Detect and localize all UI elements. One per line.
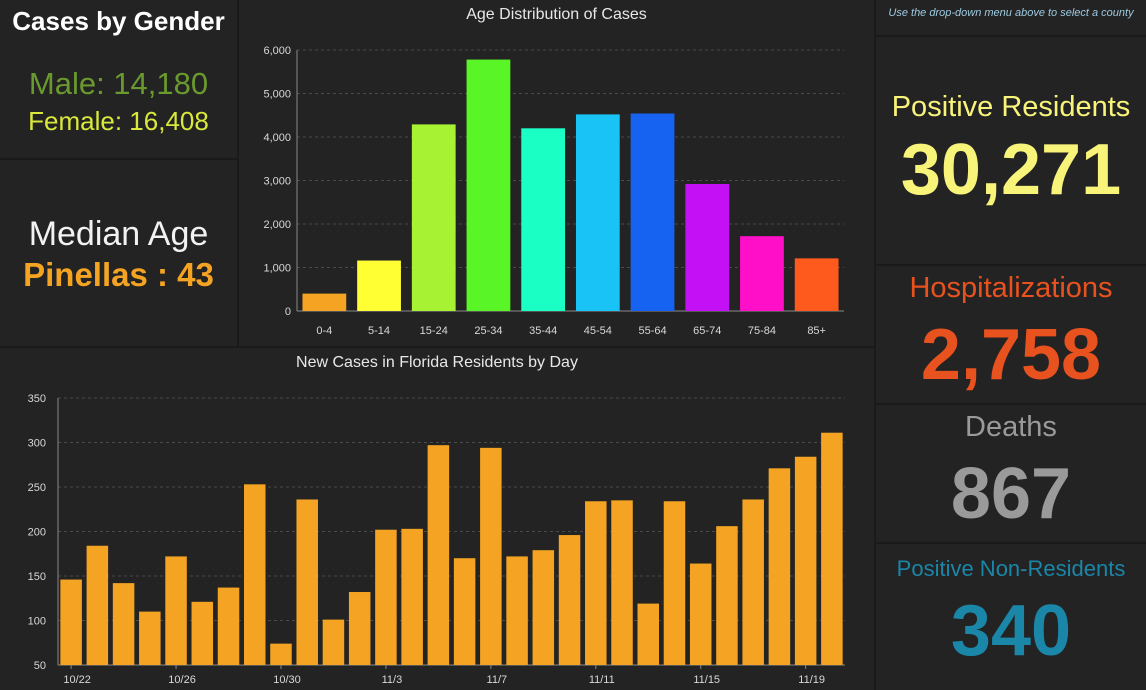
age-bar	[411, 124, 456, 311]
daily-bar	[506, 556, 528, 665]
age-x-tick-label: 35-44	[529, 325, 557, 337]
daily-cases-chart: 50 100 150 200 250 300 350 10/22 10/26 10/30 11/3 1…	[28, 393, 845, 686]
hospitalizations-panel: Hospitalizations 2,758	[876, 266, 1146, 403]
daily-cases-panel: New Cases in Florida Residents by Day 50…	[0, 348, 874, 690]
daily-bar	[794, 456, 817, 665]
female-count: Female: 16,408	[28, 106, 209, 136]
median-age-panel: Median Age Pinellas : 43	[0, 160, 237, 346]
non-residents-panel: Positive Non-Residents 340	[876, 544, 1146, 690]
daily-x-tick-label: 10/26	[168, 674, 196, 686]
daily-y-tick-label: 50	[34, 660, 46, 672]
daily-bar	[716, 526, 738, 665]
daily-bar	[60, 579, 82, 665]
age-bar	[575, 114, 620, 311]
county-hint-text: Use the drop-down menu above to select a…	[888, 7, 1134, 19]
daily-bar	[532, 550, 555, 665]
deaths-panel: Deaths 867	[876, 405, 1146, 542]
daily-y-tick-label: 300	[28, 438, 46, 450]
daily-bar	[585, 501, 607, 665]
age-bar	[685, 183, 730, 311]
hospitalizations-label: Hospitalizations	[909, 272, 1113, 304]
age-x-tick-label: 75-84	[748, 325, 776, 337]
daily-bar	[480, 447, 502, 665]
age-x-tick-label: 65-74	[693, 325, 721, 337]
daily-bar	[611, 500, 633, 665]
daily-bar	[375, 529, 397, 665]
age-x-tick-label: 45-54	[584, 325, 612, 337]
age-chart-title: Age Distribution of Cases	[466, 6, 647, 23]
daily-y-tick-label: 250	[28, 482, 46, 494]
daily-bar	[296, 499, 318, 665]
daily-x-tick-label: 11/7	[487, 674, 508, 686]
age-x-tick-label: 15-24	[420, 325, 448, 337]
age-bar	[630, 113, 675, 311]
age-y-tick-label: 2,000	[263, 219, 291, 231]
age-distribution-panel: Age Distribution of Cases 0 1,000 2,000 3,0…	[239, 0, 874, 346]
daily-bar	[112, 583, 135, 665]
age-bar	[466, 59, 511, 311]
deaths-value: 867	[950, 454, 1072, 534]
positive-residents-panel: Positive Residents 30,271	[876, 37, 1146, 264]
daily-bar	[217, 587, 240, 665]
median-age-value: Pinellas : 43	[23, 256, 214, 293]
daily-x-tick-label: 11/15	[693, 674, 720, 686]
gender-panel: Cases by Gender Male: 14,180 Female: 16,…	[0, 0, 237, 158]
age-distribution-chart: 0 1,000 2,000 3,000 4,000 5,000 6,000 0-4 5-14 15…	[263, 45, 844, 337]
daily-bar	[742, 499, 764, 665]
age-y-tick-label: 0	[285, 306, 291, 318]
daily-y-tick-label: 350	[28, 393, 46, 405]
hospitalizations-value: 2,758	[920, 315, 1102, 395]
non-residents-value: 340	[950, 591, 1072, 671]
age-y-tick-label: 1,000	[263, 263, 291, 275]
county-hint-panel: Use the drop-down menu above to select a…	[876, 0, 1146, 35]
daily-x-tick-label: 10/22	[63, 674, 91, 686]
daily-bar	[427, 445, 450, 665]
male-count: Male: 14,180	[28, 66, 209, 101]
daily-x-tick-label: 11/3	[382, 674, 403, 686]
daily-bar	[453, 558, 476, 665]
daily-bar	[165, 556, 187, 665]
daily-y-tick-label: 150	[28, 571, 46, 583]
age-bar	[740, 236, 784, 311]
age-x-tick-label: 0-4	[316, 325, 332, 337]
positive-residents-value: 30,271	[900, 130, 1122, 210]
deaths-label: Deaths	[965, 411, 1057, 443]
daily-bar	[139, 611, 161, 665]
positive-residents-label: Positive Residents	[891, 91, 1131, 123]
age-y-tick-label: 3,000	[263, 176, 291, 188]
age-y-tick-label: 6,000	[263, 45, 291, 57]
median-age-label: Median Age	[28, 215, 209, 253]
age-x-tick-label: 55-64	[638, 325, 666, 337]
daily-bar	[191, 601, 214, 665]
daily-bar	[348, 592, 371, 665]
daily-x-tick-label: 10/30	[273, 674, 301, 686]
daily-bar	[270, 643, 292, 665]
age-y-tick-label: 5,000	[263, 89, 291, 101]
daily-bar	[768, 468, 791, 665]
age-x-tick-label: 85+	[807, 325, 826, 337]
daily-bar	[401, 528, 423, 665]
age-bar	[302, 293, 347, 311]
gender-title: Cases by Gender	[12, 6, 225, 36]
age-x-tick-label: 25-34	[474, 325, 502, 337]
daily-bar	[821, 432, 843, 665]
daily-bar	[637, 603, 660, 665]
daily-bar	[243, 484, 266, 665]
daily-x-tick-label: 11/19	[798, 674, 825, 686]
daily-bar	[86, 545, 109, 665]
daily-bar	[663, 501, 686, 665]
daily-y-tick-label: 100	[28, 616, 46, 628]
daily-bar	[689, 563, 712, 665]
age-bar	[794, 258, 839, 311]
age-x-tick-label: 5-14	[368, 325, 390, 337]
daily-chart-title: New Cases in Florida Residents by Day	[296, 354, 578, 371]
age-bar	[357, 260, 401, 311]
age-bar	[521, 128, 566, 311]
daily-bar	[322, 619, 345, 665]
daily-x-tick-label: 11/11	[589, 674, 615, 686]
daily-bar	[558, 535, 581, 665]
age-y-tick-label: 4,000	[263, 132, 291, 144]
daily-y-tick-label: 200	[28, 527, 46, 539]
non-residents-label: Positive Non-Residents	[896, 556, 1126, 581]
